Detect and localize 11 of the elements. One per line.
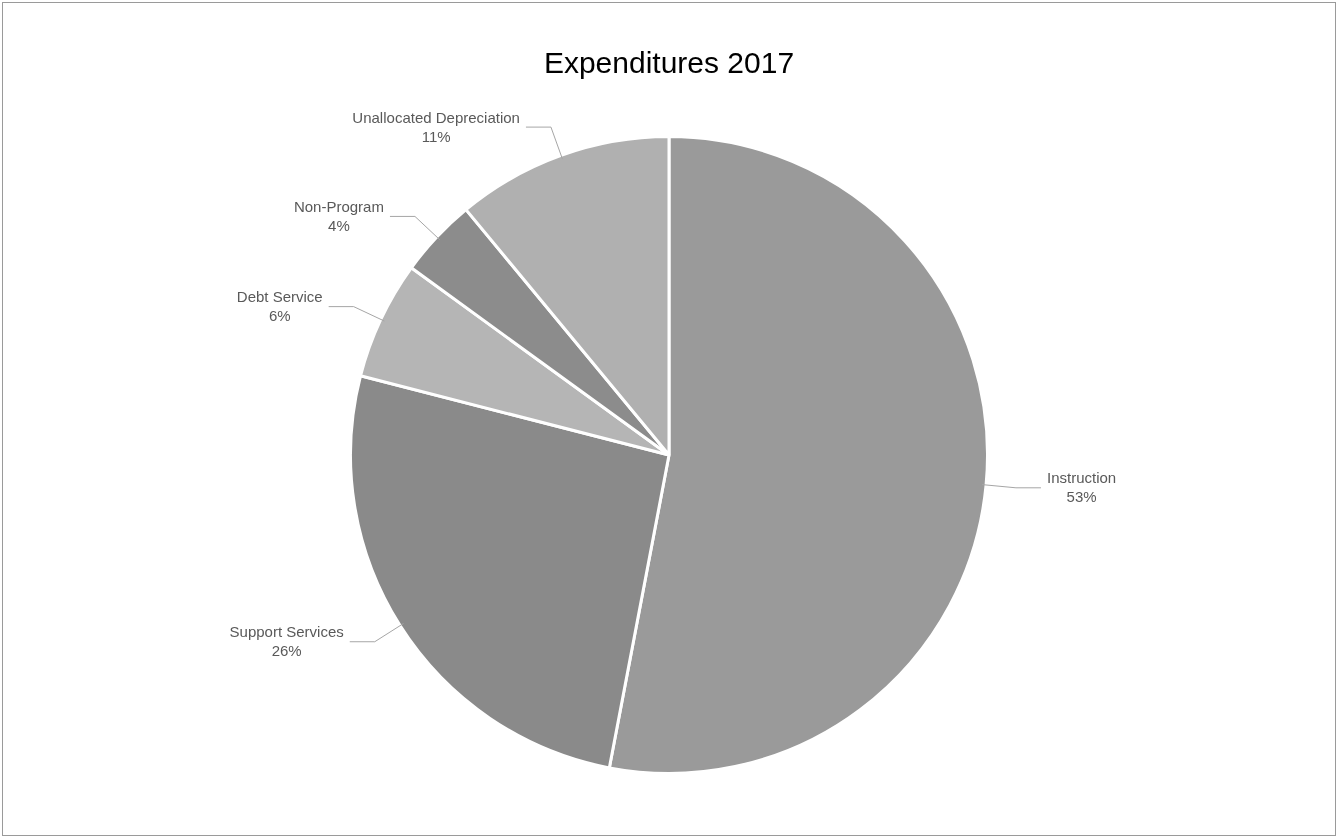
slice-label: Support Services	[229, 623, 344, 641]
data-label: 6%	[268, 307, 291, 325]
slice-label: Instruction	[1046, 469, 1117, 487]
slice-label: Debt Service	[236, 288, 323, 306]
data-label: 11%	[421, 127, 451, 145]
slice-label: Unallocated Depreciation	[352, 108, 520, 126]
chart-title: Expenditures 2017	[543, 46, 795, 80]
slice-label: Non-Program	[293, 198, 384, 216]
data-label: 26%	[271, 642, 302, 660]
data-label: 4%	[328, 217, 350, 235]
data-label: 53%	[1066, 488, 1097, 506]
